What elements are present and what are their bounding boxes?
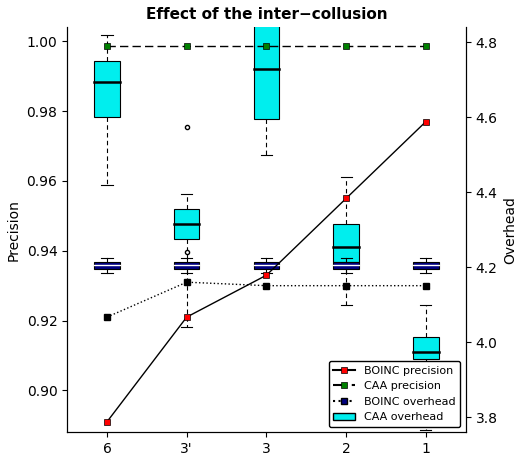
Bar (413, 337, 439, 359)
Bar (413, 262, 439, 269)
Bar (333, 262, 359, 269)
Y-axis label: Precision: Precision (7, 199, 21, 261)
Y-axis label: Overhead: Overhead (503, 196, 517, 264)
Legend: BOINC precision, CAA precision, BOINC overhead, CAA overhead: BOINC precision, CAA precision, BOINC ov… (329, 361, 460, 427)
Bar (254, 14, 279, 119)
Bar (174, 262, 200, 269)
Bar (94, 61, 119, 117)
Title: Effect of the inter−collusion: Effect of the inter−collusion (146, 7, 387, 22)
Bar (254, 262, 279, 269)
Bar (174, 209, 200, 239)
Bar (94, 262, 119, 269)
Bar (333, 224, 359, 262)
